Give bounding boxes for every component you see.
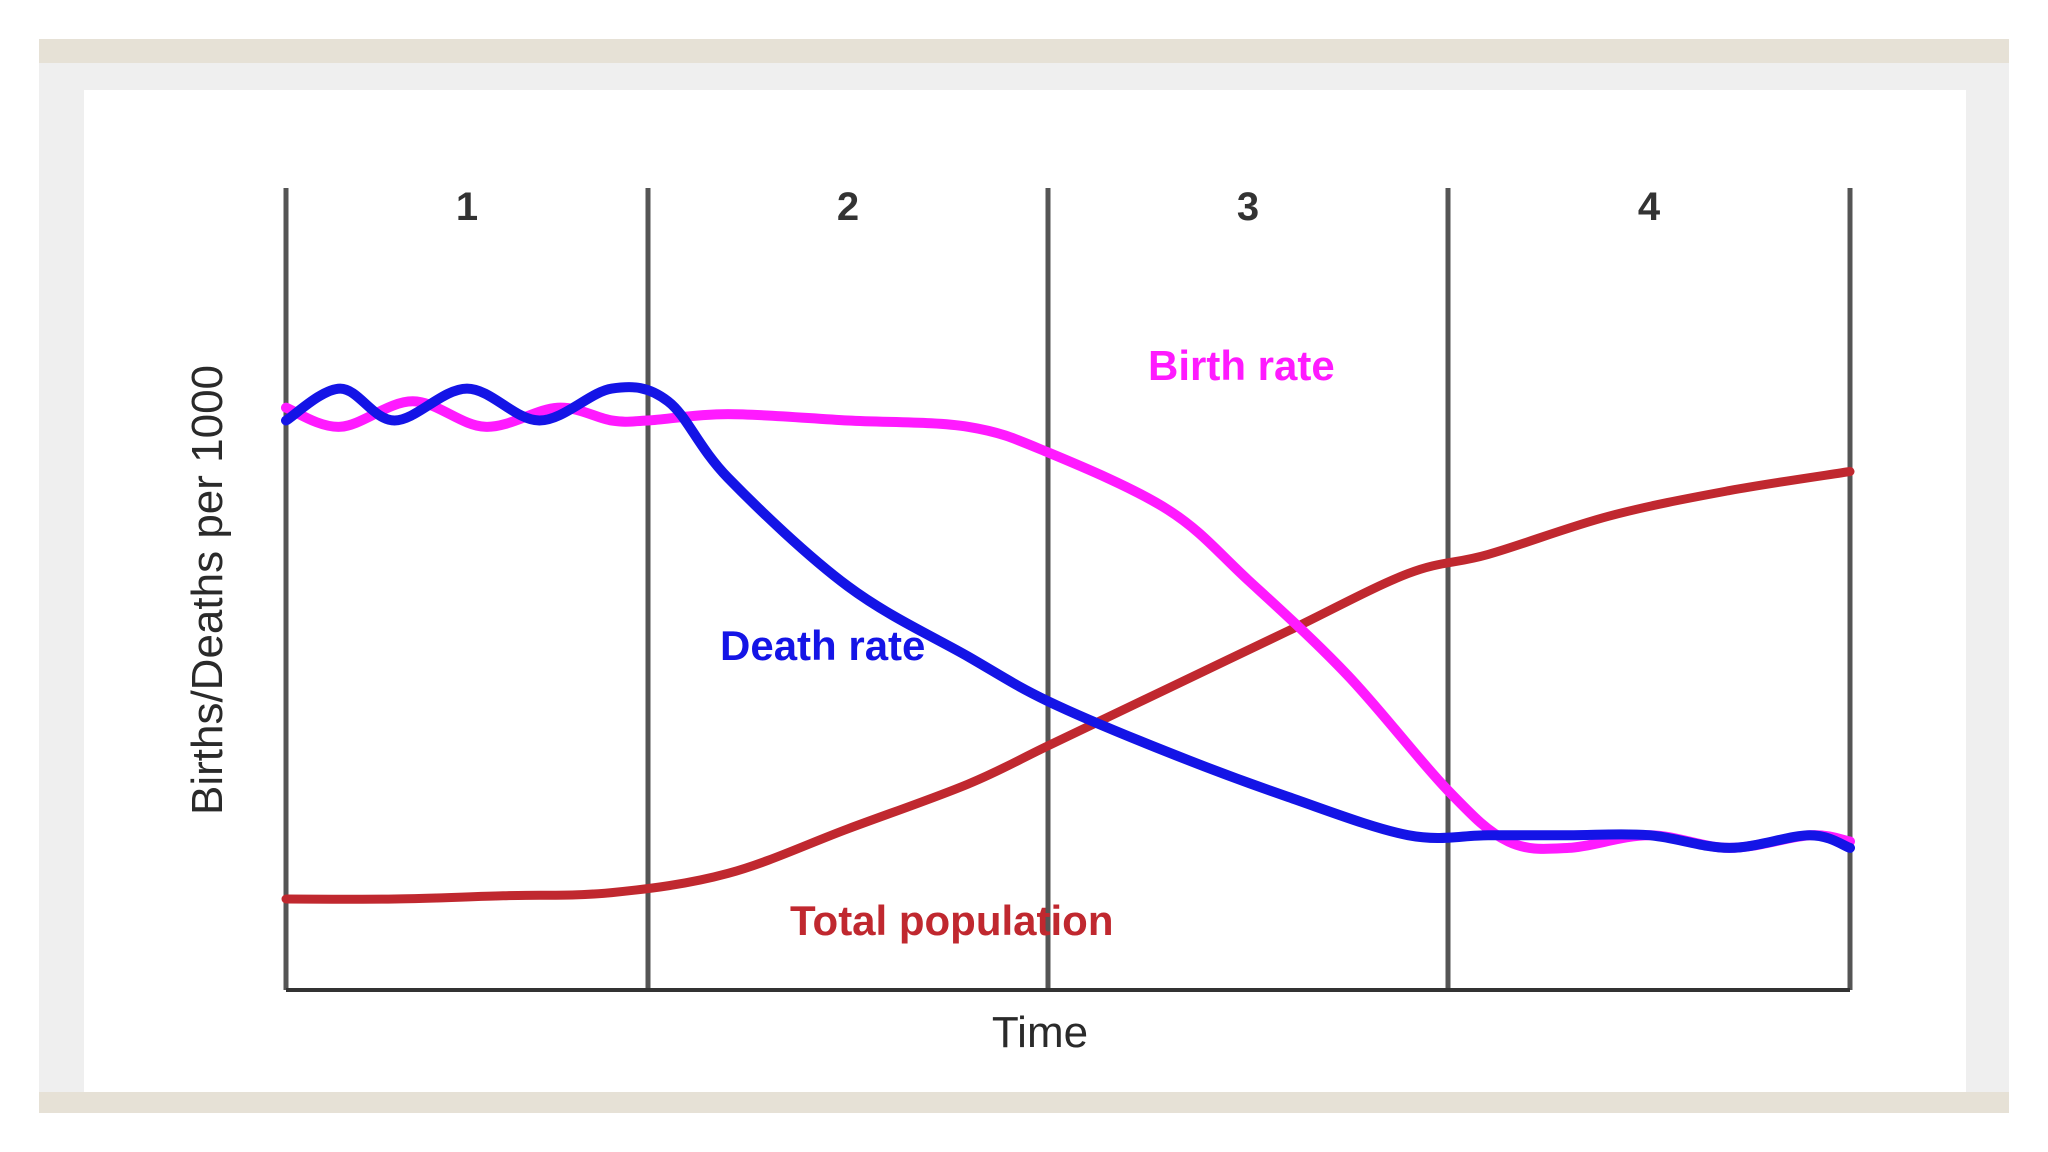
- death-rate-line: [281, 382, 1855, 853]
- phase-label-3: 3: [1237, 185, 1259, 229]
- y-axis-label: Births/Deaths per 1000: [183, 365, 232, 815]
- total-population-label: Total population: [790, 897, 1114, 944]
- bottom-border-band: [39, 1092, 2009, 1113]
- phase-label-2: 2: [837, 185, 859, 229]
- phase-label-4: 4: [1638, 185, 1661, 229]
- phase-dividers: [283, 188, 1853, 990]
- phase-labels: 1 2 3 4: [456, 185, 1661, 229]
- total-population-line: [281, 467, 1855, 904]
- death-rate-label: Death rate: [720, 622, 925, 669]
- birth-rate-line: [281, 396, 1855, 854]
- chart-canvas: [84, 90, 1966, 1092]
- top-border-band: [39, 39, 2009, 63]
- phase-label-1: 1: [456, 185, 478, 229]
- birth-rate-label: Birth rate: [1148, 342, 1335, 389]
- x-axis-label: Time: [992, 1008, 1088, 1057]
- series-layer: [281, 382, 1855, 904]
